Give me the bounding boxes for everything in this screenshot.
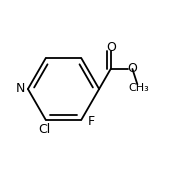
Text: N: N — [16, 82, 25, 96]
Text: CH₃: CH₃ — [128, 83, 149, 93]
Text: O: O — [128, 62, 137, 75]
Text: Cl: Cl — [38, 123, 50, 136]
Text: O: O — [106, 41, 116, 54]
Text: F: F — [88, 115, 95, 128]
